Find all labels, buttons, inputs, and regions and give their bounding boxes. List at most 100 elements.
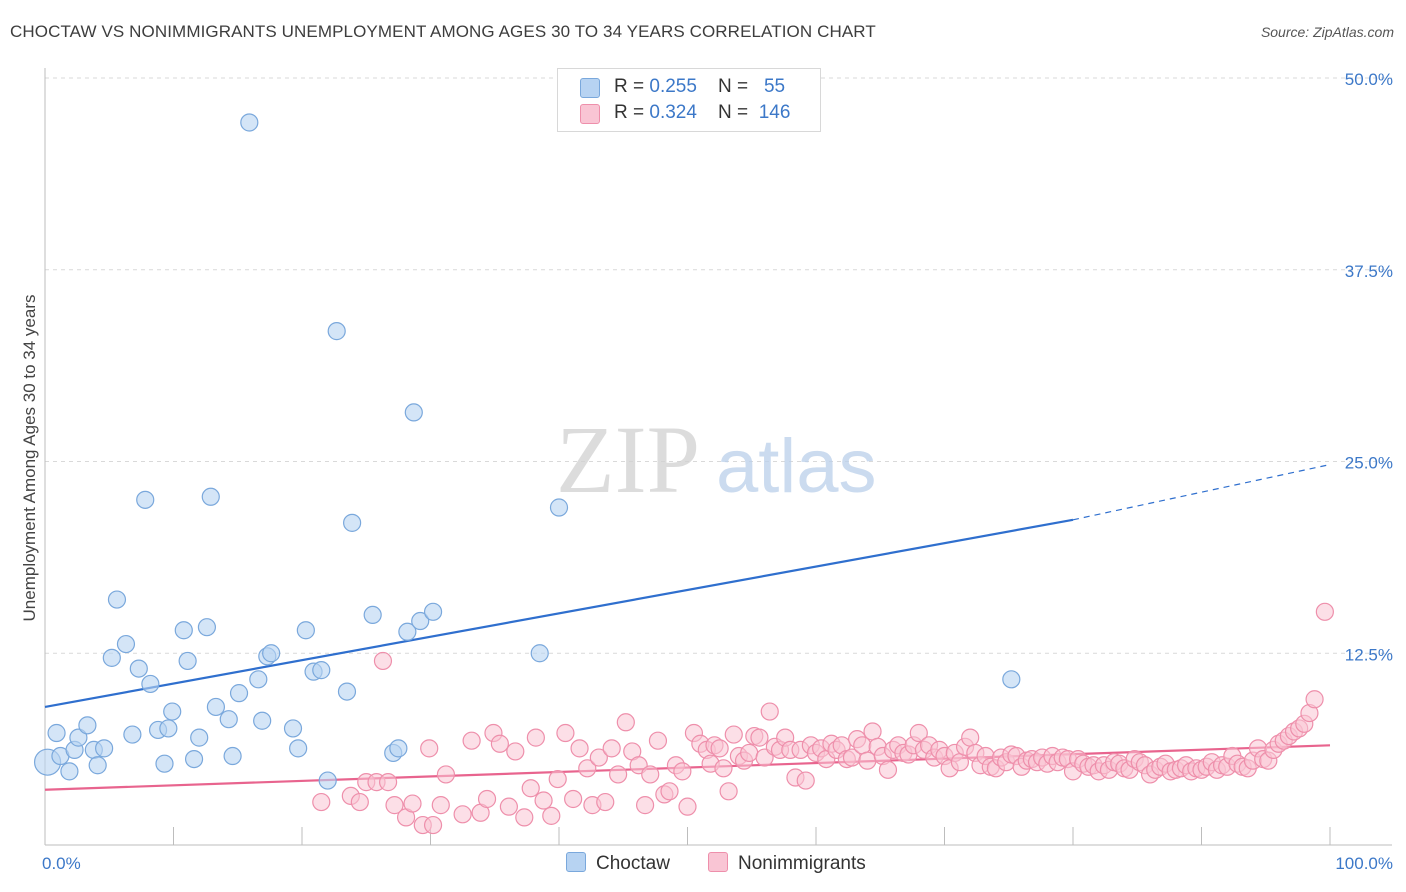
choctaw-point	[423, 602, 443, 621]
choctaw-point	[262, 644, 281, 663]
nonimmigrants-point	[878, 760, 898, 779]
choctaw-point	[123, 725, 142, 744]
y-tick-label: 12.5%	[1345, 645, 1393, 664]
legend-item-nonimmigrants[interactable]: Nonimmigrants	[708, 852, 866, 875]
choctaw-point	[47, 723, 66, 743]
legend-item-choctaw[interactable]: Choctaw	[566, 852, 670, 875]
nonimmigrants-point	[526, 728, 545, 747]
choctaw-point	[155, 754, 174, 773]
choctaw-point	[184, 749, 204, 769]
x-tick-label: 0.0%	[42, 854, 81, 873]
choctaw-point	[201, 487, 220, 506]
choctaw-point	[389, 739, 408, 758]
choctaw-point	[337, 682, 357, 701]
nonimmigrants-point	[453, 805, 472, 824]
nonimmigrants-point	[548, 769, 567, 789]
y-tick-label: 50.0%	[1345, 70, 1393, 89]
nonimmigrants-point	[760, 702, 779, 721]
nonimmigrants-point	[1315, 602, 1334, 621]
nonimmigrants-point	[385, 796, 404, 815]
nonimmigrants-point	[596, 792, 615, 812]
choctaw-point	[88, 756, 107, 775]
nonimmigrants-point	[542, 806, 561, 825]
choctaw-point	[197, 618, 217, 637]
nonimmigrants-point	[570, 739, 589, 758]
nonimmigrants-point	[909, 723, 928, 743]
choctaw-point	[530, 644, 549, 663]
choctaw-point	[116, 634, 136, 654]
y-tick-label: 25.0%	[1345, 454, 1393, 473]
nonimmigrants-point	[660, 782, 679, 801]
choctaw-swatch-icon	[580, 78, 600, 98]
choctaw-point	[136, 490, 155, 509]
choctaw-point	[229, 684, 249, 703]
choctaw-point	[411, 611, 430, 631]
nonimmigrants-point	[436, 765, 456, 784]
nonimmigrants-point	[641, 765, 660, 784]
choctaw-point	[240, 113, 259, 132]
nonimmigrants-point	[462, 731, 481, 750]
choctaw-point	[363, 605, 382, 625]
choctaw-point	[206, 697, 226, 717]
nonimmigrants-point	[312, 792, 331, 812]
nonimmigrants-point	[403, 794, 422, 813]
nonimmigrants-point	[578, 759, 597, 778]
nonimmigrants-point	[1305, 690, 1324, 709]
source-label: Source: ZipAtlas.com	[1260, 24, 1394, 40]
nonimmigrants-point	[521, 779, 540, 798]
nonimmigrants-point	[616, 713, 635, 732]
choctaw-point	[163, 702, 182, 721]
y-axis-label: Unemployment Among Ages 30 to 34 years	[20, 295, 39, 622]
choctaw-point	[174, 621, 193, 640]
axes	[44, 68, 1392, 846]
choctaw-point	[159, 719, 178, 738]
choctaw-point	[283, 719, 303, 738]
nonimmigrants-point	[724, 725, 743, 744]
choctaw-point	[398, 622, 417, 641]
x-tick-label: 100.0%	[1335, 854, 1393, 873]
nonimmigrants-point	[710, 739, 729, 758]
choctaw-point	[102, 648, 121, 667]
watermark: ZIP atlas	[556, 406, 877, 513]
watermark-atlas: atlas	[716, 424, 877, 509]
correlation-legend: R = 0.255 N = 55 R = 0.324 N = 146	[557, 68, 821, 132]
legend-label-choctaw: Choctaw	[596, 853, 670, 874]
choctaw-point	[249, 670, 268, 689]
choctaw-point	[253, 711, 272, 730]
legend-r-label: R =	[614, 76, 650, 97]
legend-r-value: 0.324	[649, 102, 697, 123]
nonimmigrants-point	[602, 739, 621, 758]
nonimmigrants-point	[796, 771, 815, 790]
nonimmigrants-point	[714, 759, 733, 778]
choctaw-point	[296, 621, 315, 640]
nonimmigrants-point	[431, 796, 450, 815]
choctaw-point	[60, 762, 79, 781]
choctaw-point	[129, 659, 148, 678]
choctaw-point	[95, 739, 114, 758]
choctaw-point	[78, 716, 97, 735]
trend-lines	[44, 463, 1331, 791]
nonimmigrants-point	[564, 789, 583, 809]
nonimmigrants-point	[648, 731, 668, 750]
nonimmigrants-point	[499, 797, 518, 816]
tick-labels: 12.5% 25.0% 37.5% 50.0% 0.0% 100.0%	[42, 70, 1393, 873]
nonimmigrants-point	[750, 728, 769, 747]
nonimmigrants-point	[556, 723, 575, 743]
nonimmigrants-point	[490, 734, 509, 753]
choctaw-point	[141, 674, 160, 694]
legend-n-label: N =	[718, 102, 754, 123]
choctaw-swatch-icon	[566, 852, 586, 872]
choctaw-point	[343, 513, 362, 532]
nonimmigrants-point	[515, 808, 534, 827]
choctaw-point	[404, 403, 423, 422]
nonimmigrants-point	[635, 796, 655, 815]
choctaw-point	[178, 651, 197, 671]
watermark-zip: ZIP	[556, 406, 700, 513]
nonimmigrants-point	[350, 792, 369, 812]
nonimmigrants-point	[589, 748, 608, 767]
legend-label-nonimmigrants: Nonimmigrants	[738, 853, 866, 874]
choctaw-point	[107, 590, 127, 609]
nonimmigrants-point	[423, 815, 443, 835]
choctaw-point	[219, 710, 238, 729]
